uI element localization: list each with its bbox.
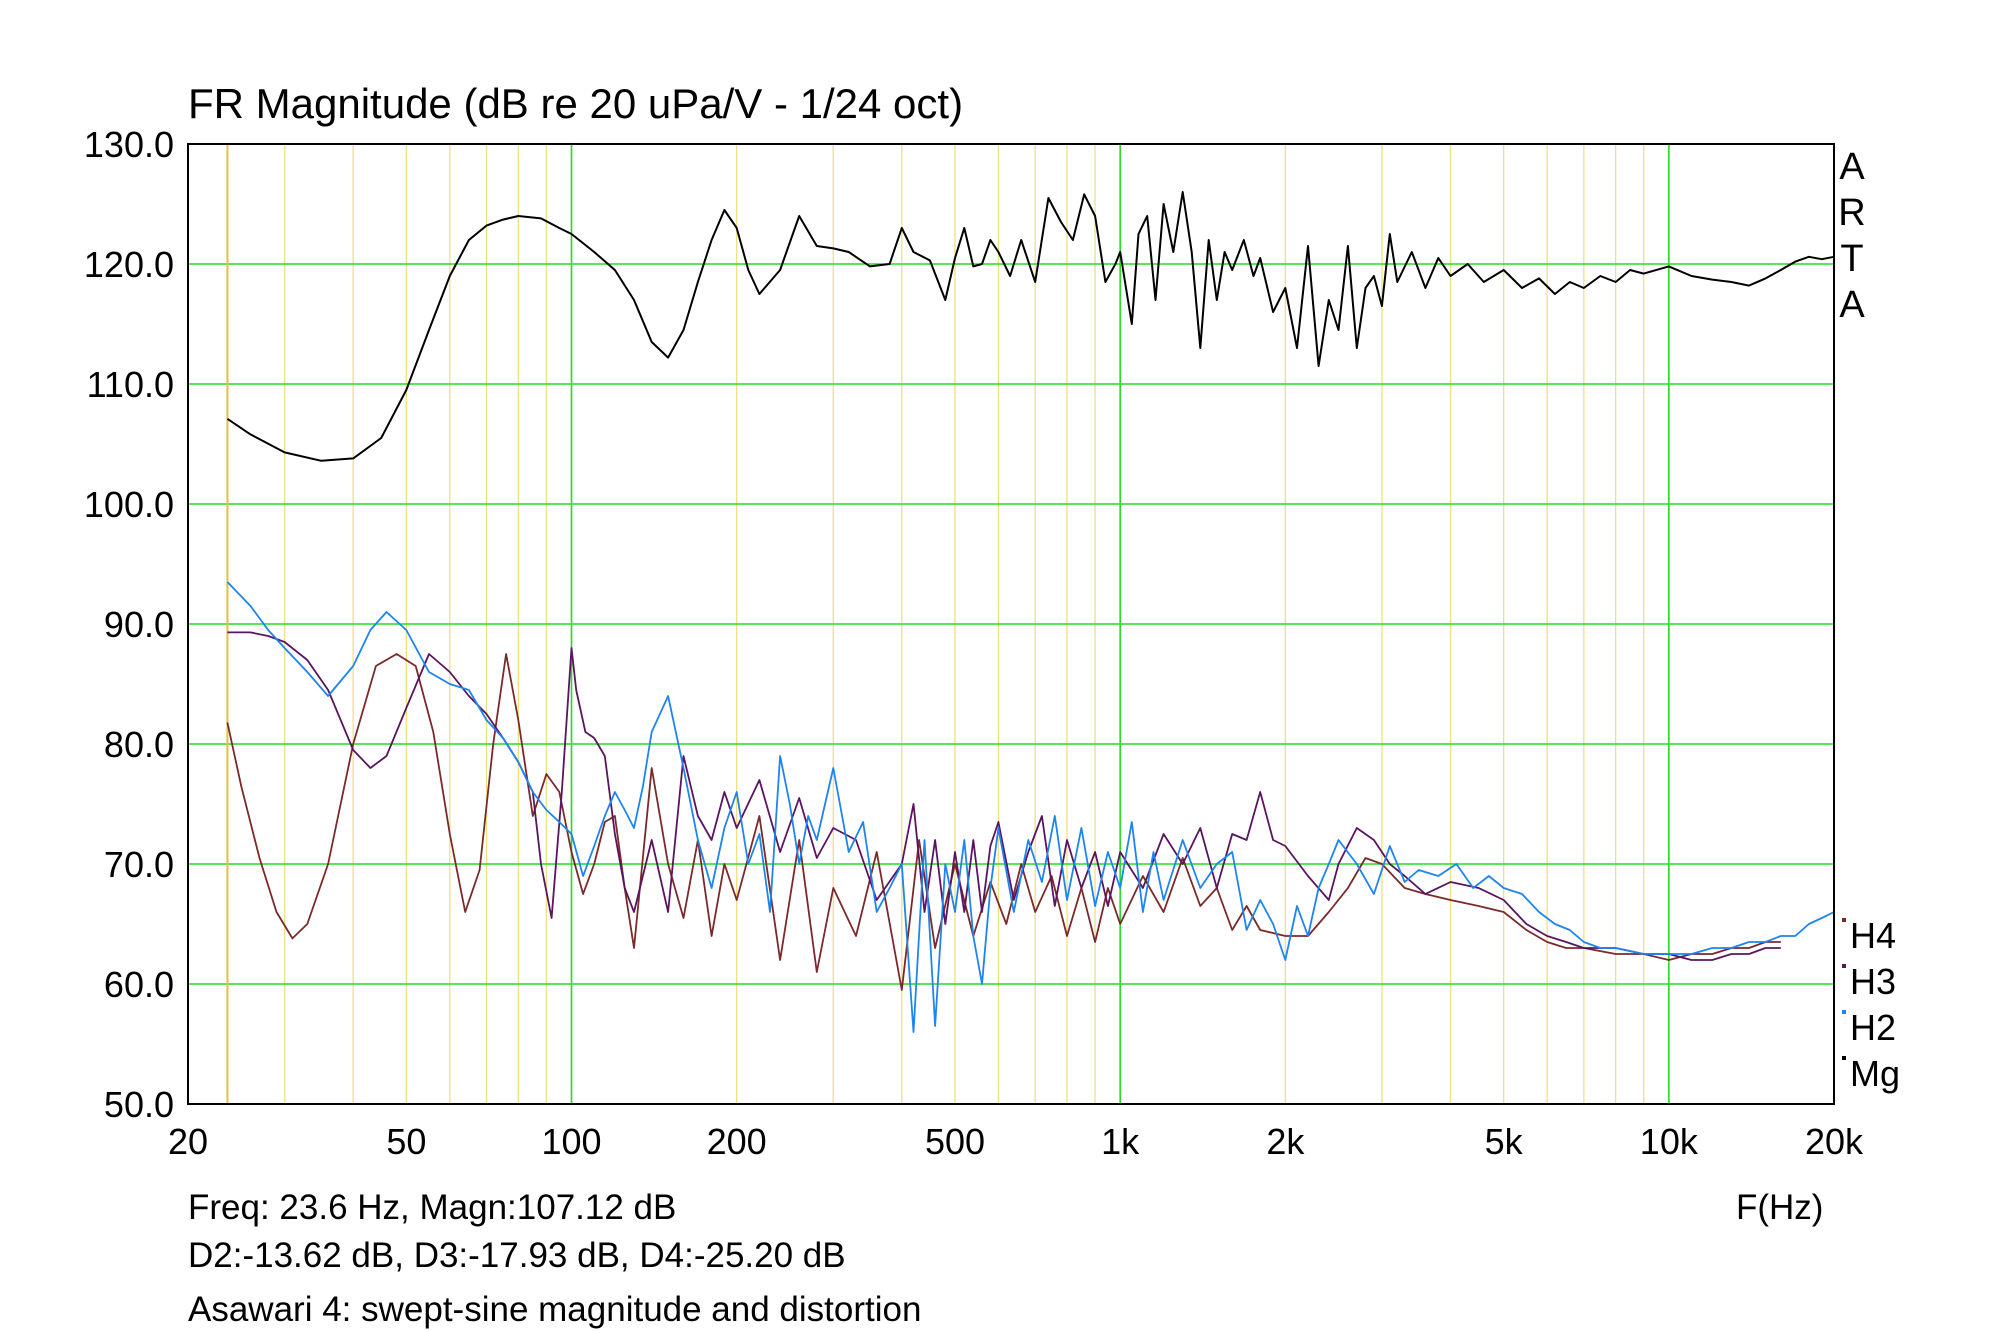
legend-label: H3 bbox=[1850, 961, 1896, 1002]
x-tick-label: 500 bbox=[925, 1121, 985, 1162]
brand-letter: A bbox=[1839, 146, 1865, 188]
chart-title: FR Magnitude (dB re 20 uPa/V - 1/24 oct) bbox=[188, 80, 964, 127]
series-line-mg bbox=[226, 191, 1835, 462]
series-line-h4 bbox=[226, 653, 1781, 991]
brand-letter: T bbox=[1840, 238, 1864, 280]
y-tick-label: 70.0 bbox=[104, 844, 174, 885]
y-axis-ticks: 50.0 60.0 70.0 80.0 90.0 100.0 110.0 120.0 130.0 bbox=[84, 124, 174, 1125]
x-tick-label: 10k bbox=[1640, 1121, 1699, 1162]
x-axis-label: F(Hz) bbox=[1736, 1188, 1824, 1227]
x-tick-label: 1k bbox=[1101, 1121, 1140, 1162]
legend-label: Mg bbox=[1850, 1053, 1900, 1094]
plot-frame bbox=[187, 143, 1835, 1105]
y-tick-label: 50.0 bbox=[104, 1084, 174, 1125]
y-tick-label: 100.0 bbox=[84, 484, 174, 525]
distortion-readout: D2:-13.62 dB, D3:-17.93 dB, D4:-25.20 dB bbox=[188, 1236, 846, 1275]
x-tick-label: 20k bbox=[1805, 1121, 1864, 1162]
brand-letter: A bbox=[1839, 284, 1865, 326]
x-tick-label: 200 bbox=[707, 1121, 767, 1162]
y-tick-label: 80.0 bbox=[104, 724, 174, 765]
legend: H4 H3 H2 Mg bbox=[1842, 915, 1900, 1094]
x-tick-label: 2k bbox=[1266, 1121, 1305, 1162]
x-tick-label: 20 bbox=[168, 1121, 208, 1162]
legend-swatch bbox=[1842, 964, 1846, 968]
legend-label: H2 bbox=[1850, 1007, 1896, 1048]
series-group bbox=[226, 191, 1835, 1033]
x-tick-label: 5k bbox=[1485, 1121, 1524, 1162]
brand-letter: R bbox=[1838, 192, 1866, 234]
legend-swatch bbox=[1842, 918, 1846, 922]
y-tick-label: 90.0 bbox=[104, 604, 174, 645]
measurement-caption: Asawari 4: swept-sine magnitude and dist… bbox=[188, 1290, 922, 1329]
y-tick-label: 120.0 bbox=[84, 244, 174, 285]
x-axis-ticks: 20 50 100 200 500 1k 2k 5k 10k 20k bbox=[168, 1121, 1864, 1162]
arta-brand: A R T A bbox=[1832, 144, 1872, 328]
legend-swatch bbox=[1842, 1010, 1846, 1014]
y-tick-label: 130.0 bbox=[84, 124, 174, 165]
series-line-h2 bbox=[226, 581, 1835, 1033]
x-tick-label: 50 bbox=[386, 1121, 426, 1162]
x-tick-label: 100 bbox=[541, 1121, 601, 1162]
legend-label: H4 bbox=[1850, 915, 1896, 956]
legend-swatch bbox=[1842, 1056, 1846, 1060]
y-tick-label: 110.0 bbox=[87, 364, 174, 405]
y-tick-label: 60.0 bbox=[104, 964, 174, 1005]
cursor-readout: Freq: 23.6 Hz, Magn:107.12 dB bbox=[188, 1188, 677, 1227]
